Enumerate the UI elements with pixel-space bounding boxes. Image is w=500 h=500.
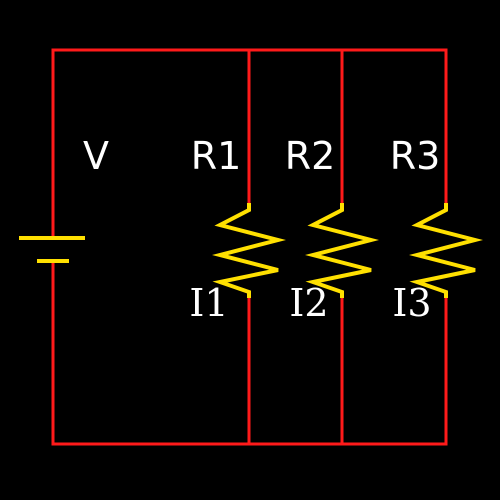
current-i3-label: I3: [392, 281, 431, 325]
wires: [51, 48, 448, 446]
resistor-r2: [305, 203, 379, 298]
resistor-r1: [212, 203, 286, 298]
resistor-r1-label: R1: [191, 134, 242, 178]
current-i1-label: I1: [189, 281, 228, 325]
source-voltage-label: V: [83, 134, 109, 178]
resistor-r3: [409, 203, 483, 298]
battery-symbol: [19, 236, 85, 263]
current-i2-label: I2: [289, 281, 328, 325]
resistor-r2-label: R2: [285, 134, 336, 178]
resistor-r3-label: R3: [390, 134, 441, 178]
